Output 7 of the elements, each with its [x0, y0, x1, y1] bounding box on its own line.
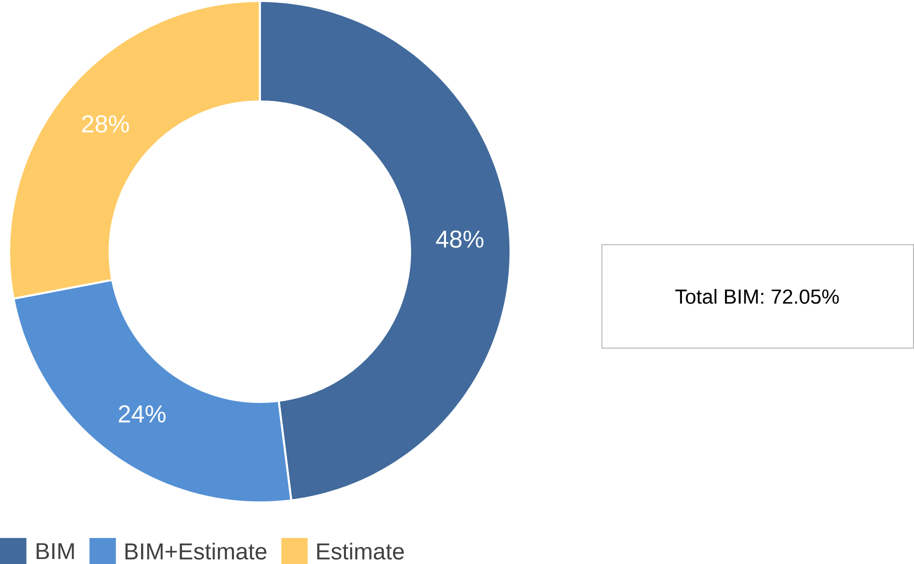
data-label: 24%	[118, 405, 166, 422]
data-label: 28%	[82, 115, 129, 132]
legend-label: BIM	[36, 543, 74, 559]
data-label: 48%	[436, 230, 484, 248]
legend-label: Estimate	[317, 542, 404, 560]
legend-label: BIM+Estimate	[125, 542, 266, 560]
text: Total BIM: 72.05%	[675, 288, 839, 304]
